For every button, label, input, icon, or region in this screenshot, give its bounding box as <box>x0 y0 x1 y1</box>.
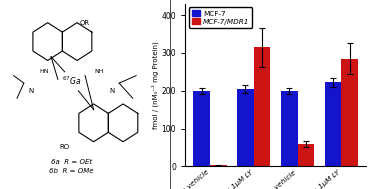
Text: HN: HN <box>40 69 49 74</box>
Bar <box>237 89 254 166</box>
Text: OR: OR <box>80 20 90 26</box>
Text: NH: NH <box>94 69 104 74</box>
Bar <box>210 165 226 166</box>
Y-axis label: fmol / (nM₀⁻¹ mg Protein): fmol / (nM₀⁻¹ mg Protein) <box>151 41 159 129</box>
Bar <box>254 47 270 166</box>
Bar <box>325 82 342 166</box>
Text: N: N <box>28 88 33 94</box>
Text: $^{67}$Ga: $^{67}$Ga <box>62 75 81 88</box>
Text: 6a  R = OEt
6b  R = OMe: 6a R = OEt 6b R = OMe <box>49 159 94 174</box>
Bar <box>281 91 297 166</box>
Bar <box>297 144 314 166</box>
Bar <box>342 59 358 166</box>
Bar <box>193 91 210 166</box>
Text: RO: RO <box>60 144 70 150</box>
Text: N: N <box>110 88 115 94</box>
Legend: MCF-7, MCF-7/MDR1: MCF-7, MCF-7/MDR1 <box>189 7 252 28</box>
